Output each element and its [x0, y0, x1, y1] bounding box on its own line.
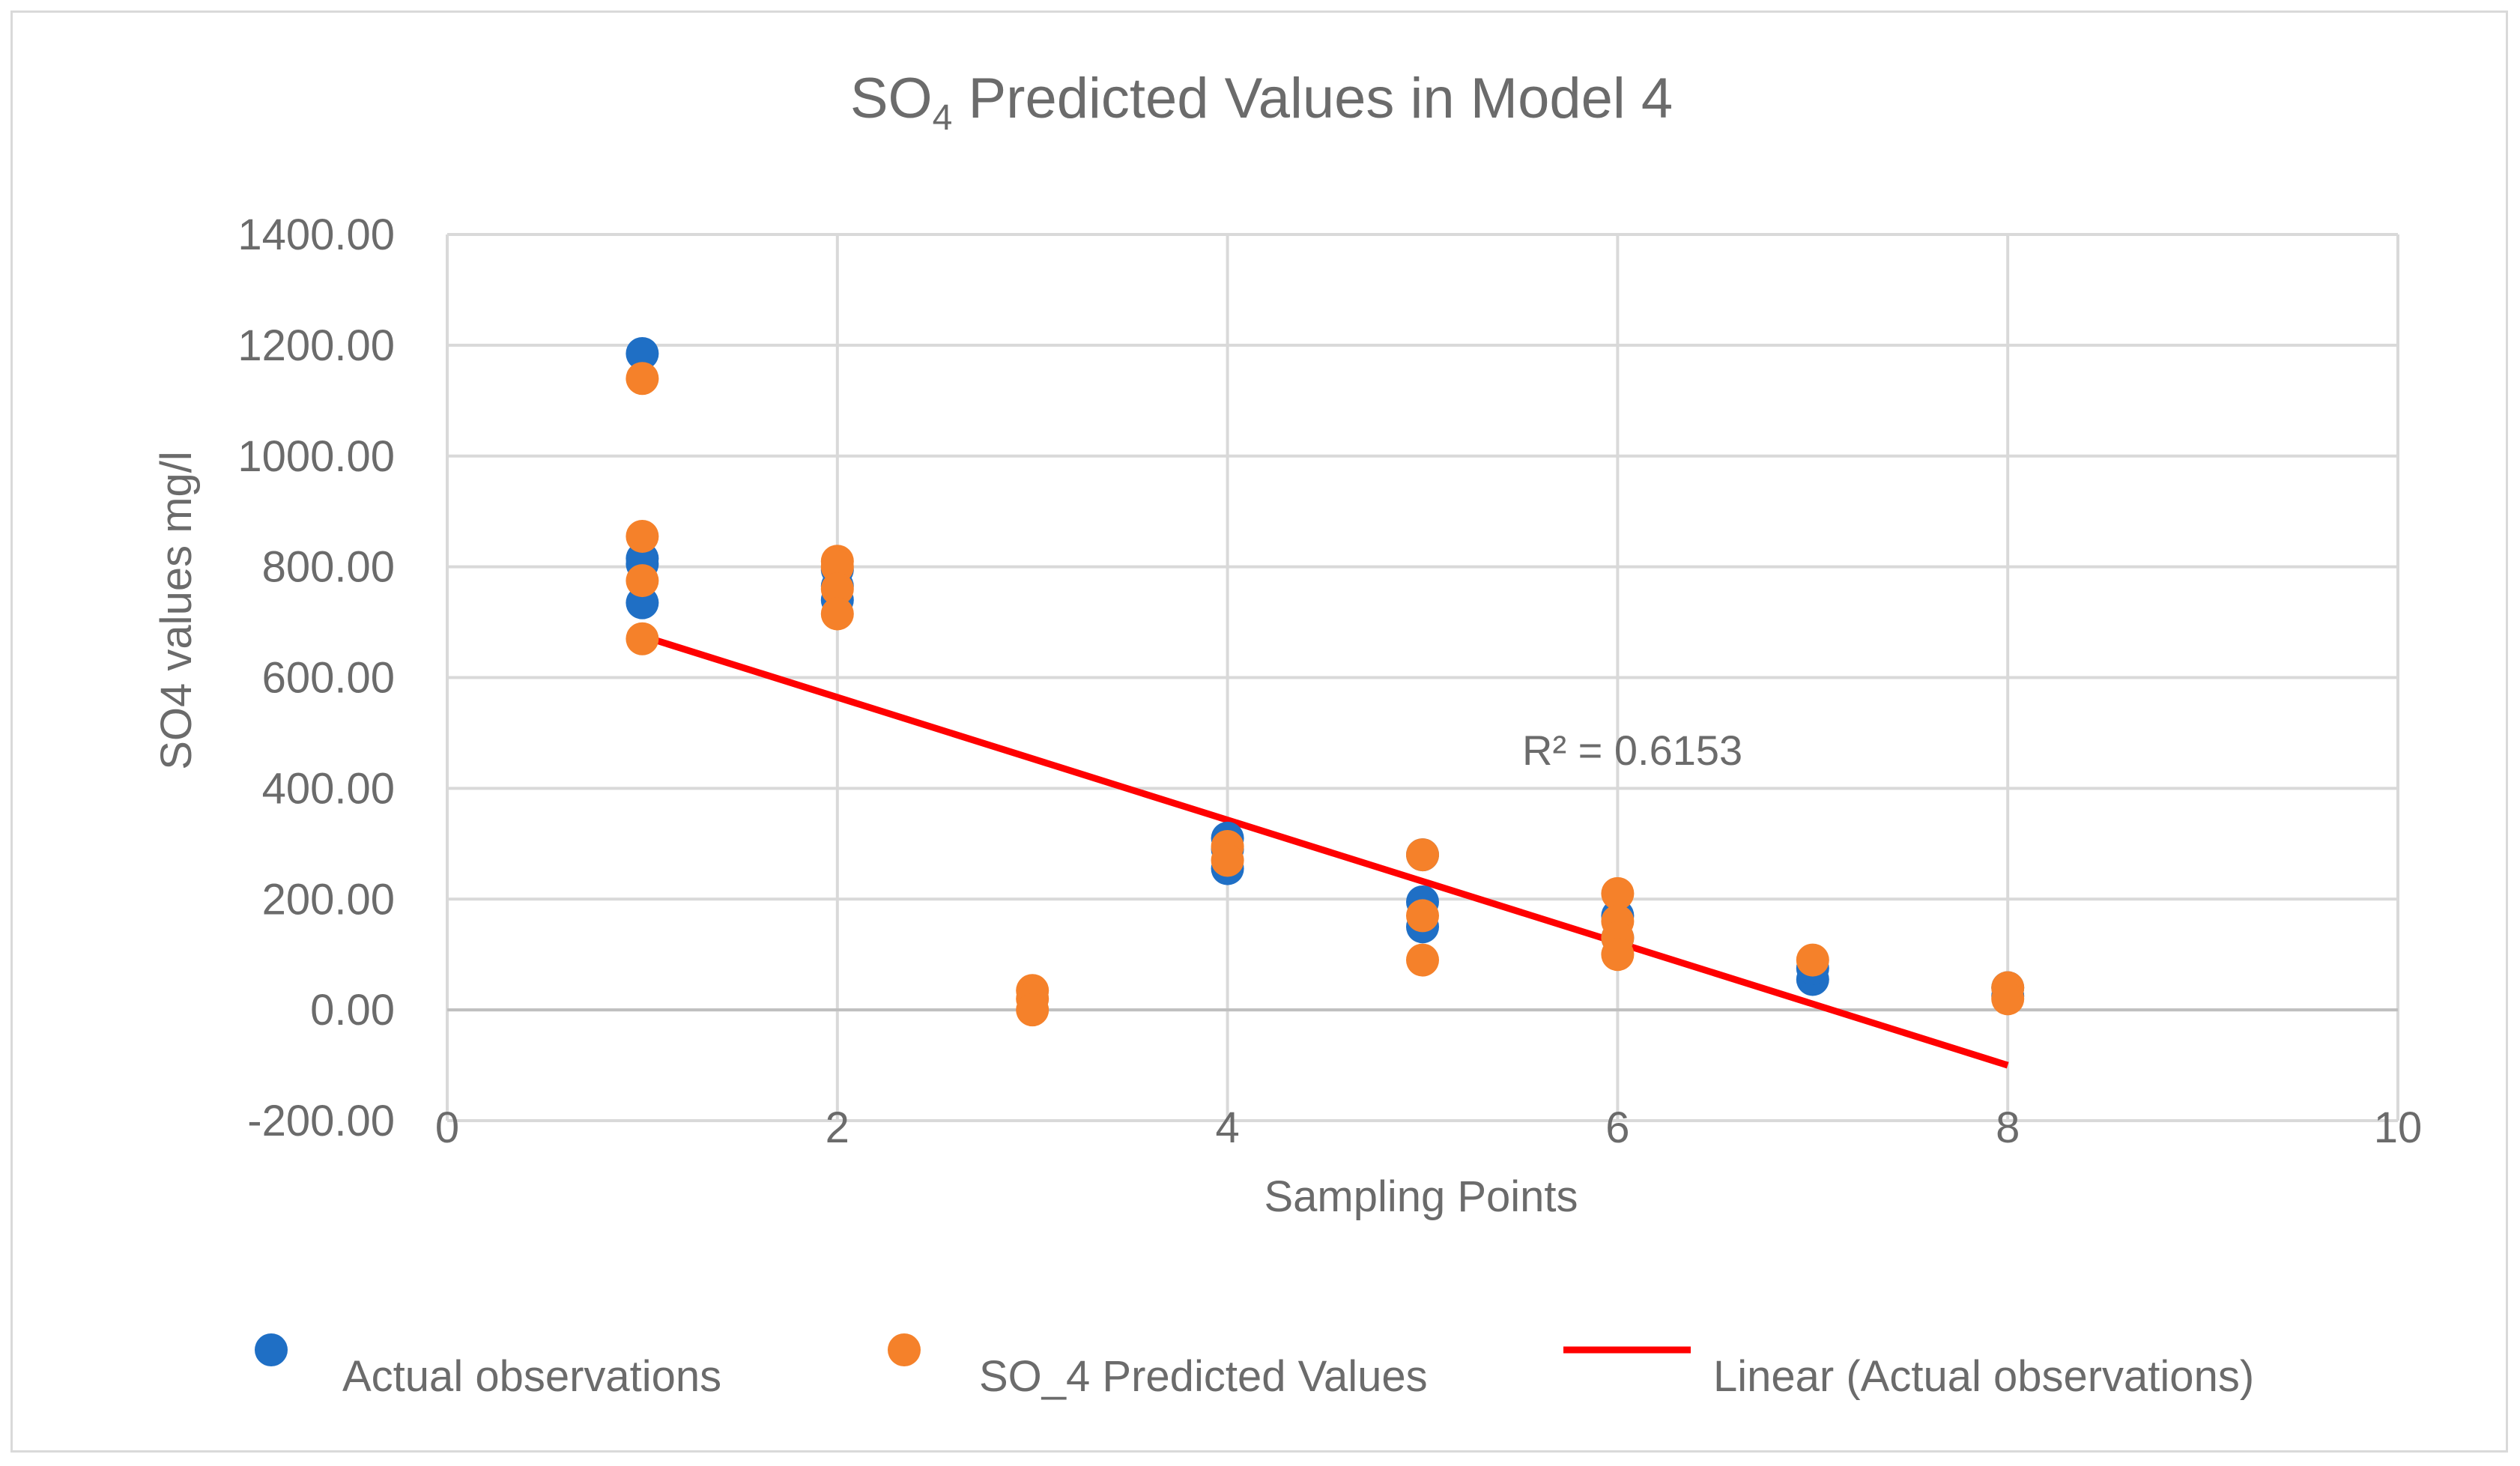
predicted-point — [626, 622, 659, 655]
y-tick-label: -200.00 — [247, 1097, 395, 1145]
grid-layer — [446, 233, 2399, 1122]
y-axis-label: SO4 values mg/l — [152, 451, 201, 770]
r-squared-annotation: R² = 0.6153 — [1522, 727, 1742, 774]
predicted-point — [1406, 899, 1439, 933]
chart-frame: SO4 Predicted Values in Model 4 1400.00 1… — [10, 10, 2508, 1453]
chart-svg: SO4 Predicted Values in Model 4 1400.00 1… — [152, 67, 2422, 1401]
x-tick-label: 4 — [1215, 1103, 1239, 1152]
legend: Actual observations SO_4 Predicted Value… — [255, 1333, 2254, 1401]
predicted-point — [626, 519, 659, 553]
legend-linear-label: Linear (Actual observations) — [1713, 1352, 2254, 1401]
x-tick-label: 10 — [2374, 1103, 2423, 1152]
axis-layer: 1400.001200.001000.00800.00600.00400.002… — [237, 210, 2422, 1152]
points-layer — [626, 336, 2025, 1027]
y-tick-label: 600.00 — [262, 654, 395, 703]
predicted-point — [1991, 982, 2025, 1016]
y-tick-label: 800.00 — [262, 543, 395, 592]
predicted-point — [1796, 943, 1829, 977]
predicted-point — [626, 564, 659, 598]
predicted-point — [1016, 993, 1050, 1027]
chart-title: SO4 Predicted Values in Model 4 — [850, 67, 1673, 138]
legend-actual-marker — [255, 1333, 288, 1366]
y-tick-label: 1200.00 — [237, 321, 395, 370]
x-tick-label: 2 — [826, 1103, 849, 1152]
x-tick-label: 8 — [1996, 1103, 2020, 1152]
y-tick-label: 1000.00 — [237, 432, 395, 481]
chart-title-subscript: 4 — [933, 98, 953, 138]
predicted-point — [1406, 838, 1439, 872]
legend-actual-label: Actual observations — [342, 1352, 721, 1401]
trend-layer — [641, 632, 2009, 1069]
linear-trendline — [641, 632, 2009, 1069]
y-tick-label: 200.00 — [262, 875, 395, 924]
predicted-point — [820, 572, 854, 606]
predicted-point — [1601, 938, 1635, 972]
y-tick-label: 1400.00 — [237, 210, 395, 259]
x-tick-label: 6 — [1605, 1103, 1629, 1152]
predicted-point — [1601, 876, 1635, 910]
predicted-point — [1406, 943, 1439, 977]
legend-predicted-label: SO_4 Predicted Values — [979, 1352, 1428, 1401]
predicted-point — [820, 597, 854, 631]
x-axis-label: Sampling Points — [1264, 1172, 1578, 1221]
x-tick-label: 0 — [435, 1103, 459, 1152]
y-tick-label: 0.00 — [310, 986, 395, 1035]
predicted-point — [626, 362, 659, 396]
actual-point — [626, 336, 659, 370]
predicted-point — [1211, 843, 1244, 877]
y-tick-label: 400.00 — [262, 764, 395, 813]
legend-predicted-marker — [888, 1333, 921, 1366]
